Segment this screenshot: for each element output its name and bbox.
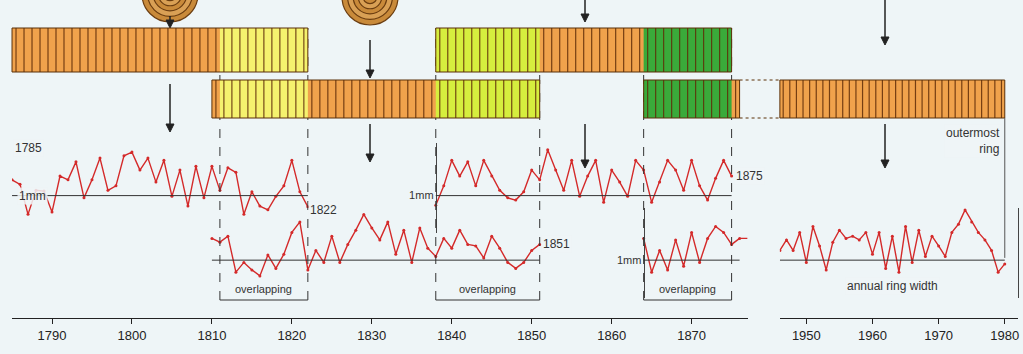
svg-text:1840: 1840 xyxy=(437,328,466,343)
svg-text:1960: 1960 xyxy=(858,328,887,343)
svg-text:1950: 1950 xyxy=(792,328,821,343)
svg-text:1850: 1850 xyxy=(517,328,546,343)
svg-text:1870: 1870 xyxy=(677,328,706,343)
svg-text:overlapping: overlapping xyxy=(235,283,292,295)
svg-text:1820: 1820 xyxy=(277,328,306,343)
svg-text:1851: 1851 xyxy=(543,237,570,251)
svg-text:1970: 1970 xyxy=(924,328,953,343)
svg-text:1790: 1790 xyxy=(38,328,67,343)
svg-text:1810: 1810 xyxy=(197,328,226,343)
svg-text:1875: 1875 xyxy=(736,169,763,183)
svg-text:annual ring width: annual ring width xyxy=(847,279,938,293)
svg-text:overlapping: overlapping xyxy=(659,283,716,295)
svg-text:1860: 1860 xyxy=(597,328,626,343)
svg-text:1mm: 1mm xyxy=(19,189,46,203)
svg-text:1830: 1830 xyxy=(357,328,386,343)
svg-text:1mm: 1mm xyxy=(409,189,433,201)
svg-text:1mm: 1mm xyxy=(617,254,641,266)
svg-text:1785: 1785 xyxy=(15,141,42,155)
svg-text:1822: 1822 xyxy=(310,203,337,217)
svg-text:overlapping: overlapping xyxy=(459,283,516,295)
svg-text:1980: 1980 xyxy=(990,328,1019,343)
svg-text:outermostring: outermostring xyxy=(946,126,1000,156)
svg-text:1800: 1800 xyxy=(117,328,146,343)
